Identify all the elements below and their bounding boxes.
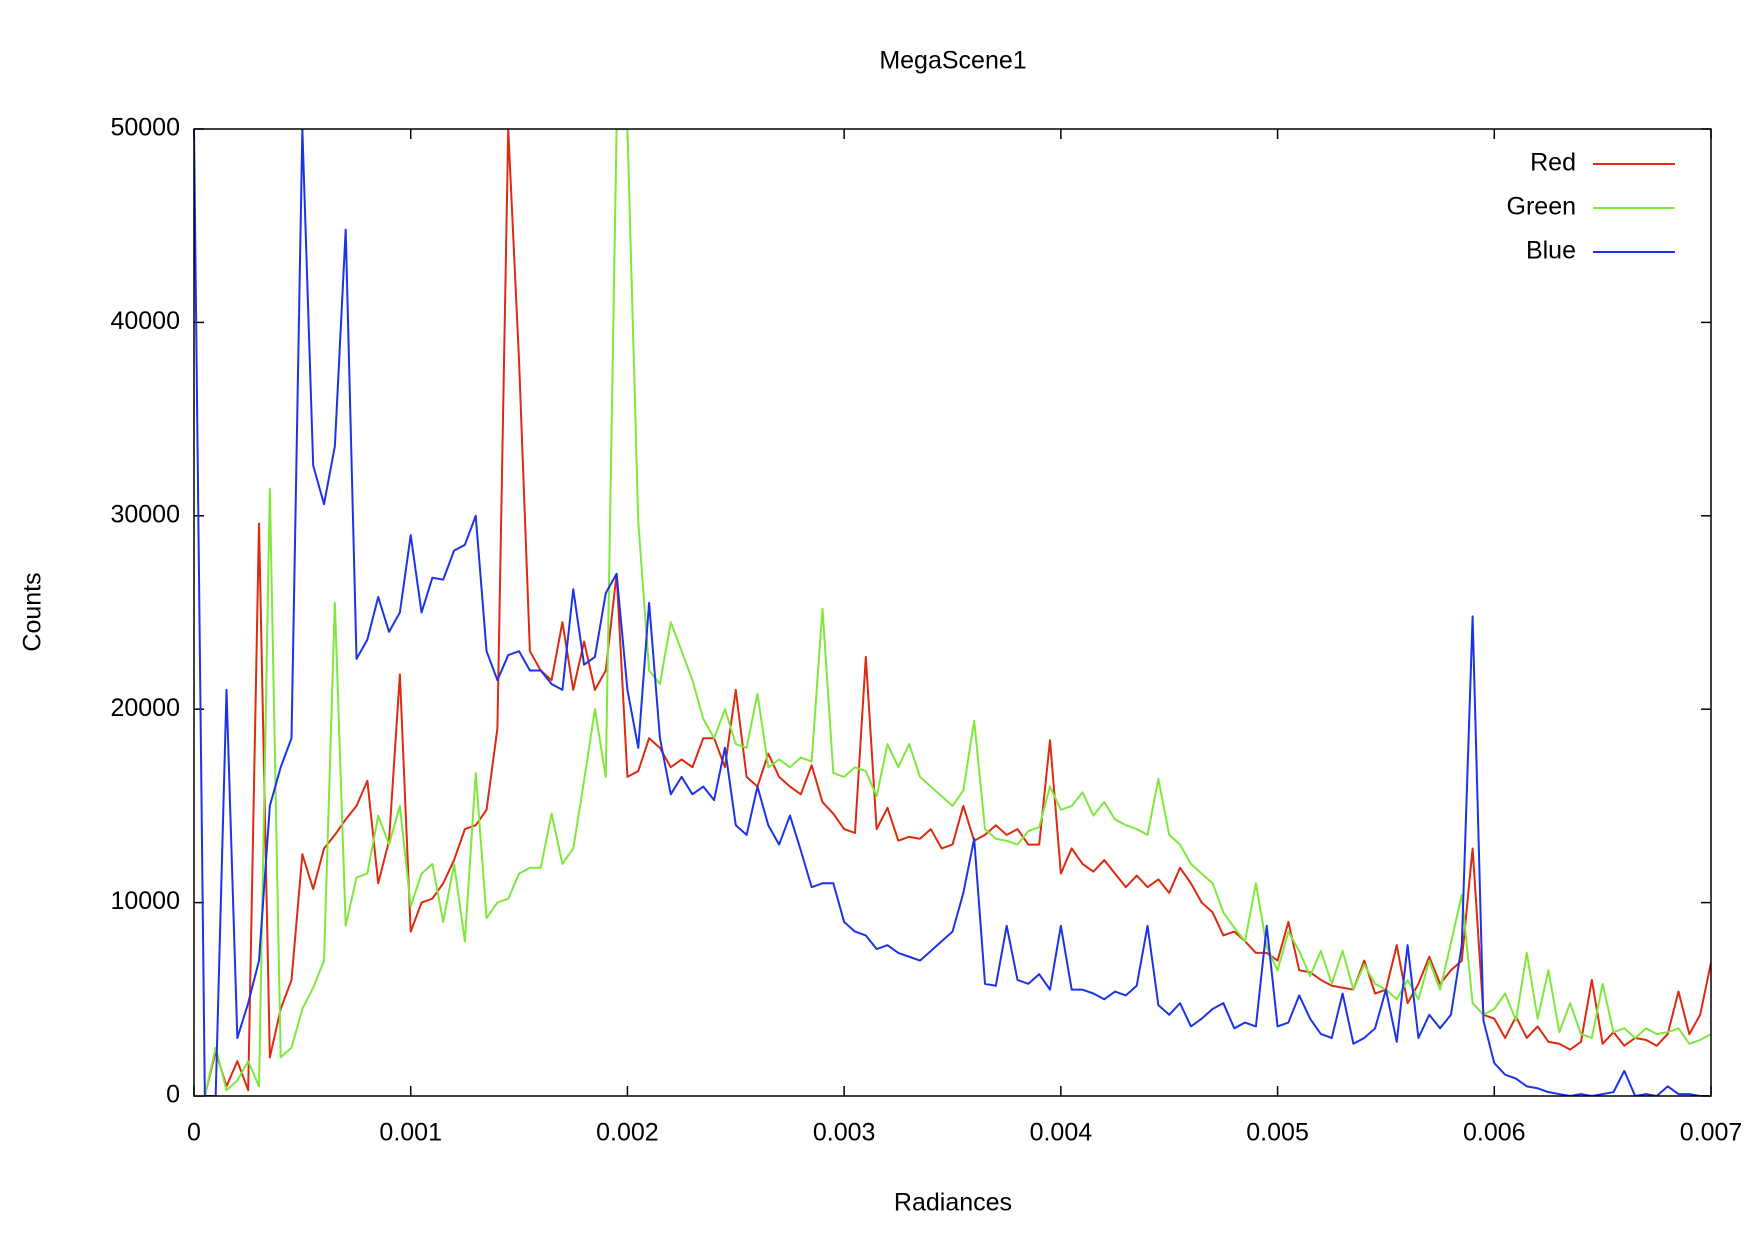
series-line [194, 129, 1711, 1096]
y-tick-label: 0 [166, 1081, 180, 1109]
plot-border [193, 128, 1712, 1097]
legend-label: Red [1530, 149, 1576, 177]
y-tick-label: 50000 [110, 114, 180, 142]
x-tick-label: 0.006 [1463, 1119, 1526, 1147]
series-line [194, 129, 1711, 1096]
legend-label: Blue [1526, 237, 1576, 265]
x-tick-label: 0.004 [1030, 1119, 1093, 1147]
legend-label: Green [1507, 193, 1576, 221]
x-tick-label: 0.002 [596, 1119, 659, 1147]
y-tick-label: 30000 [110, 500, 180, 528]
x-tick-label: 0.005 [1246, 1119, 1309, 1147]
x-tick-label: 0 [187, 1119, 201, 1147]
y-tick-label: 10000 [110, 887, 180, 915]
y-axis-label: Counts [19, 572, 47, 651]
y-tick-label: 20000 [110, 694, 180, 722]
y-tick-label: 40000 [110, 307, 180, 335]
x-tick-label: 0.007 [1680, 1119, 1743, 1147]
plot-area [194, 129, 1711, 1096]
x-axis-label: Radiances [894, 1189, 1012, 1217]
x-tick-label: 0.001 [379, 1119, 442, 1147]
x-tick-label: 0.003 [813, 1119, 876, 1147]
chart-title: MegaScene1 [879, 47, 1026, 75]
